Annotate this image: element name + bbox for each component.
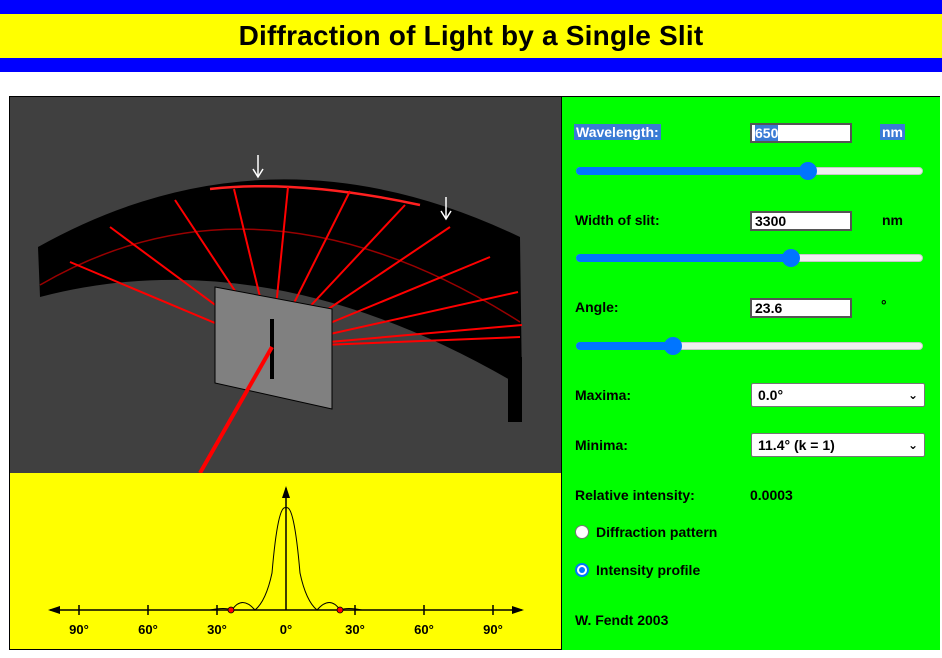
chevron-down-icon: ⌄ — [907, 438, 918, 452]
tick-label: 60° — [138, 622, 158, 637]
tick-label: 0° — [280, 622, 292, 637]
down-arrow-icon — [440, 197, 452, 221]
radio-label: Intensity profile — [596, 562, 701, 578]
slider-thumb[interactable] — [782, 249, 801, 267]
header-band-bottom — [0, 58, 942, 72]
angle-marker-right — [336, 606, 344, 614]
angle-slider[interactable] — [576, 336, 923, 356]
tick-label: 30° — [207, 622, 227, 637]
angle-unit: ° — [881, 297, 887, 313]
control-panel: Wavelength: 650 nm Width of slit: 3300 n… — [561, 97, 940, 650]
maxima-label: Maxima: — [575, 387, 632, 403]
angle-input[interactable]: 23.6 — [750, 298, 852, 318]
minima-label: Minima: — [575, 437, 628, 453]
slider-thumb[interactable] — [664, 337, 683, 355]
intensity-curve — [209, 507, 363, 611]
tick-label: 90° — [69, 622, 89, 637]
slit-width-value: 3300 — [755, 213, 787, 229]
intensity-graph: 90° 60° 30° 0° 30° 60° 90° — [10, 473, 561, 650]
intensity-value: 0.0003 — [750, 487, 793, 503]
maxima-select[interactable]: 0.0° ⌄ — [751, 383, 925, 407]
wavelength-slider[interactable] — [576, 161, 923, 181]
slit-width-input[interactable]: 3300 — [750, 211, 852, 231]
wavelength-unit: nm — [880, 124, 905, 140]
radio-diffraction-pattern[interactable]: Diffraction pattern — [575, 524, 717, 540]
x-axis-arrow-right — [512, 606, 524, 614]
title-bar: Diffraction of Light by a Single Slit — [0, 14, 942, 58]
maxima-selected: 0.0° — [758, 387, 784, 403]
wavelength-value: 650 — [755, 125, 779, 141]
screen-band-edge — [508, 357, 522, 422]
diffraction-arc — [39, 228, 521, 323]
radio-button[interactable] — [575, 563, 589, 577]
central-maximum-arc — [209, 184, 421, 207]
slit-width-unit: nm — [882, 212, 903, 228]
wavelength-input[interactable]: 650 — [750, 123, 852, 143]
simulation-canvas[interactable] — [10, 97, 561, 473]
angle-marker-left — [227, 606, 235, 614]
intensity-label: Relative intensity: — [575, 487, 695, 503]
credit-text: W. Fendt 2003 — [575, 612, 669, 628]
x-ticks — [78, 605, 494, 615]
incident-beam — [198, 346, 274, 473]
angle-value: 23.6 — [755, 300, 783, 316]
minima-selected: 11.4° (k = 1) — [758, 437, 835, 453]
radio-label: Diffraction pattern — [596, 524, 718, 540]
angle-label: Angle: — [575, 299, 619, 315]
x-axis-arrow-left — [48, 606, 60, 614]
screen-band — [38, 179, 522, 387]
y-axis-arrow — [282, 486, 290, 498]
minima-select[interactable]: 11.4° (k = 1) ⌄ — [751, 433, 925, 457]
chevron-down-icon: ⌄ — [907, 388, 918, 402]
page-title: Diffraction of Light by a Single Slit — [238, 20, 704, 51]
wavelength-label: Wavelength: — [574, 124, 661, 140]
radio-intensity-profile[interactable]: Intensity profile — [575, 562, 700, 578]
tick-label: 90° — [483, 622, 503, 637]
header-band-top — [0, 0, 942, 14]
tick-label: 30° — [345, 622, 365, 637]
slit-width-label: Width of slit: — [575, 212, 660, 228]
down-arrow-icon — [252, 155, 264, 179]
slider-thumb[interactable] — [799, 162, 818, 180]
tick-label: 60° — [414, 622, 434, 637]
slit-width-slider[interactable] — [576, 248, 923, 268]
radio-button[interactable] — [575, 525, 589, 539]
